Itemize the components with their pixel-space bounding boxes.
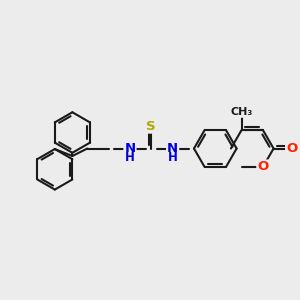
Text: N: N <box>124 142 136 155</box>
Text: O: O <box>257 160 268 173</box>
Text: H: H <box>125 151 135 164</box>
Text: N: N <box>167 142 178 155</box>
Text: S: S <box>146 120 156 133</box>
Text: CH₃: CH₃ <box>230 107 253 117</box>
Text: H: H <box>168 151 178 164</box>
Text: O: O <box>286 142 297 155</box>
